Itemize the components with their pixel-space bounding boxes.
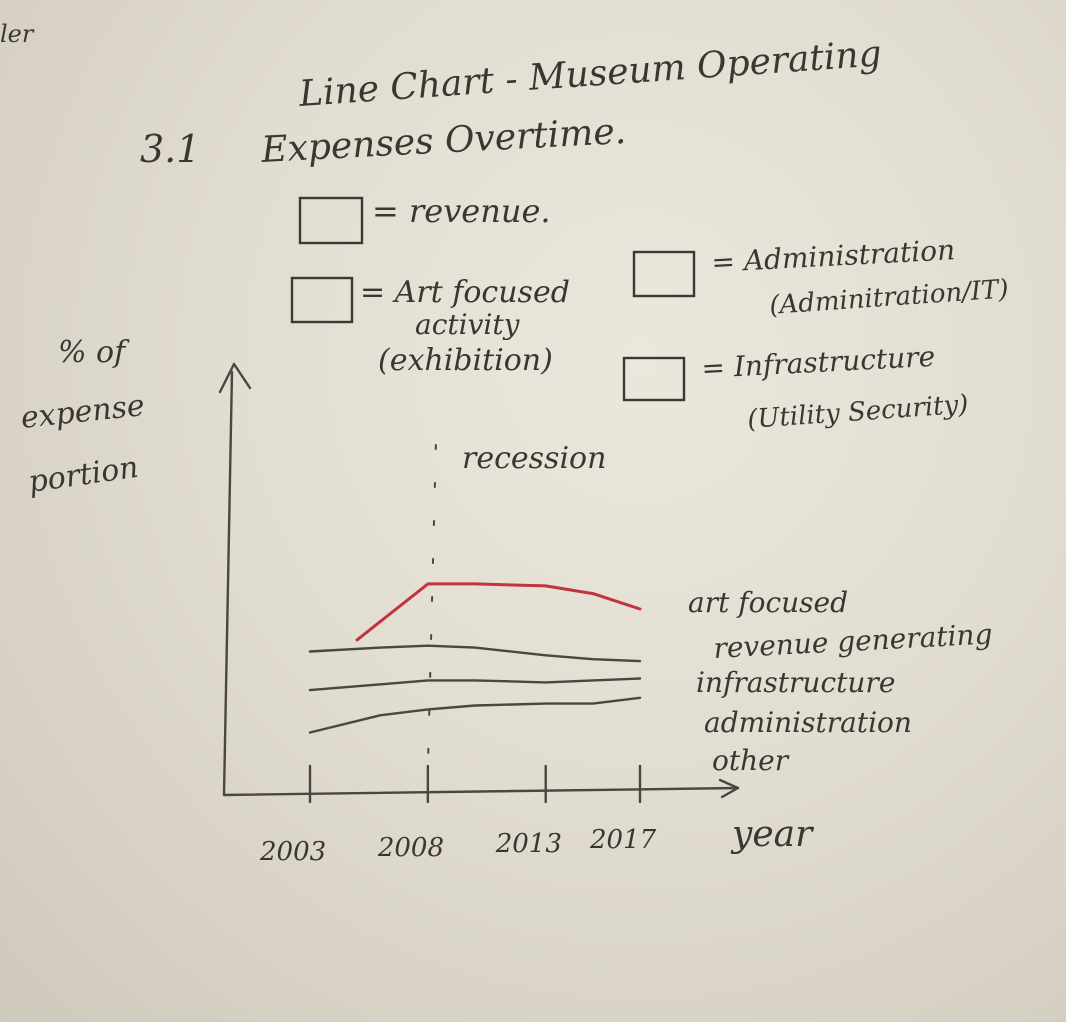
series-label-administration: administration — [704, 706, 912, 739]
legend-label-art-sub2: (exhibition) — [378, 343, 553, 378]
series-label-line2-art-focused: revenue generating — [713, 617, 994, 665]
series-line-other — [308, 696, 642, 734]
series-label-infrastructure: infrastructure — [696, 666, 895, 699]
legend-label-admin: = Administration — [711, 233, 956, 279]
y-axis-label-line1: % of — [58, 335, 130, 370]
series-line-art-focused — [355, 582, 642, 642]
x-axis-label: year — [730, 814, 814, 855]
x-tick-label-2013: 2013 — [495, 829, 562, 859]
legend-swatch-admin — [632, 250, 696, 298]
legend-swatch-art — [290, 276, 354, 324]
series-label-art-focused: art focused — [688, 586, 848, 619]
legend-label-admin-sub1: (Adminitration/IT) — [768, 274, 1009, 321]
chart-title-line2: Expenses Overtime. — [259, 111, 627, 171]
legend-label-infra-sub1: (Utility Security) — [746, 390, 969, 435]
recession-guide-line — [426, 444, 437, 771]
series-line-administration — [308, 677, 642, 692]
x-tick-label-2003: 2003 — [259, 837, 326, 867]
series-label-other: other — [712, 744, 790, 777]
y-axis-arrow — [218, 362, 252, 394]
y-axis-label-line3: portion — [26, 450, 140, 500]
legend-swatch-revenue — [298, 196, 364, 245]
legend-label-art-sub1: activity — [415, 308, 521, 341]
series-line-infrastructure — [308, 644, 642, 663]
legend-label-infra: = Infrastructure — [701, 340, 936, 385]
corner-text: ler — [0, 20, 35, 48]
legend: = revenue. = Art focused activity (exhib… — [290, 192, 1010, 435]
figure-number: 3.1 — [140, 127, 200, 171]
x-tick-label-2017: 2017 — [589, 825, 657, 855]
legend-label-revenue: = revenue. — [372, 192, 551, 230]
y-axis-label-line2: expense — [19, 388, 146, 436]
series-lines — [308, 582, 642, 734]
chart-title-line1: Line Chart - Museum Operating — [297, 33, 883, 115]
legend-label-art: = Art focused — [360, 275, 570, 310]
chart-axes — [222, 370, 740, 797]
legend-swatch-infra — [622, 356, 686, 402]
x-axis-arrow — [718, 778, 740, 799]
x-ticks: 2003 2008 2013 2017 — [259, 444, 657, 867]
annotation-recession: recession — [462, 441, 606, 476]
x-tick-label-2008: 2008 — [377, 833, 444, 863]
